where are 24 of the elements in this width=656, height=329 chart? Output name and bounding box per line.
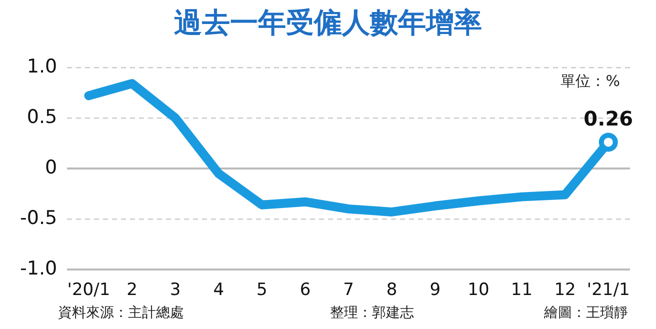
x-tick-label: 11	[510, 280, 533, 300]
x-tick-label: 2	[126, 280, 138, 300]
source-note: 資料來源：主計總處	[58, 304, 184, 322]
x-tick-label: 9	[430, 280, 441, 300]
x-tick-label: 4	[213, 280, 224, 300]
x-tick-label: 12	[554, 280, 576, 300]
x-tick-label: 6	[300, 280, 311, 300]
y-tick-label: -1.0	[20, 258, 58, 280]
x-tick-label: 10	[468, 280, 490, 300]
x-tick-label: 5	[256, 280, 268, 300]
x-tick-label: '20/1	[67, 280, 110, 300]
x-tick-label: 8	[386, 280, 398, 300]
y-tick-label: -0.5	[20, 206, 58, 229]
text: 繪圖：王瓆靜	[544, 304, 628, 322]
y-tick-label: 0.5	[26, 106, 58, 128]
y-tick-label: 0	[44, 156, 58, 178]
y-tick-label: 1.0	[26, 55, 58, 78]
chart-title: 過去一年受僱人數年增率	[173, 5, 483, 41]
data-label: 0.26	[584, 106, 634, 130]
x-tick-label: 7	[343, 280, 354, 300]
text: 整理：郭建志	[330, 304, 414, 322]
x-tick-label: 3	[170, 280, 181, 300]
annotation: 單位：%	[560, 72, 620, 91]
x-tick-label: '21/1	[586, 280, 630, 300]
